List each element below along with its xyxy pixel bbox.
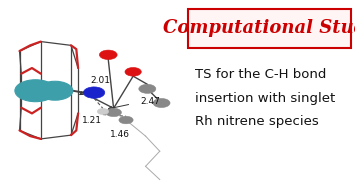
Circle shape — [119, 116, 133, 124]
FancyBboxPatch shape — [188, 9, 351, 48]
Circle shape — [97, 108, 109, 115]
Text: insertion with singlet: insertion with singlet — [195, 92, 335, 105]
Text: 2.01: 2.01 — [91, 76, 110, 85]
Text: TS for the C-H bond: TS for the C-H bond — [195, 68, 326, 81]
Circle shape — [125, 67, 141, 76]
Circle shape — [15, 80, 56, 102]
Circle shape — [99, 50, 117, 60]
Text: 2.47: 2.47 — [140, 97, 160, 106]
Circle shape — [139, 84, 156, 93]
Circle shape — [153, 98, 170, 108]
Text: 1.21: 1.21 — [82, 116, 102, 125]
Text: Computational Study: Computational Study — [163, 19, 355, 37]
Circle shape — [37, 81, 73, 100]
Circle shape — [106, 108, 121, 117]
Text: 1.46: 1.46 — [110, 130, 130, 139]
Text: Rh nitrene species: Rh nitrene species — [195, 115, 318, 128]
Circle shape — [83, 87, 105, 98]
